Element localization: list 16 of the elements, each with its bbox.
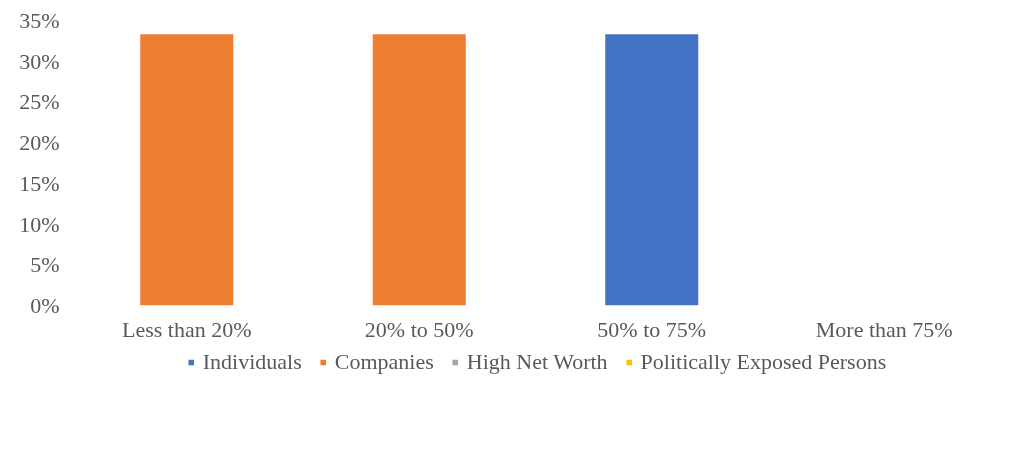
x-tick-label: 50% to 75%	[597, 316, 707, 342]
legend-label: Companies	[334, 349, 434, 375]
y-tick-label: 25%	[19, 89, 60, 115]
y-tick-label: 15%	[19, 170, 60, 196]
x-tick-label: More than 75%	[815, 316, 953, 342]
x-tick-label: Less than 20%	[121, 316, 252, 342]
legend-label: Individuals	[202, 349, 302, 375]
y-tick-label: 5%	[30, 252, 60, 278]
legend-label: High Net Worth	[466, 349, 608, 375]
y-tick-label: 20%	[19, 130, 60, 156]
legend-label: Politically Exposed Persons	[640, 349, 887, 375]
y-tick-label: 10%	[19, 211, 60, 237]
y-tick-label: 0%	[30, 293, 60, 318]
x-tick-label: 20% to 50%	[364, 316, 474, 342]
y-tick-label: 35%	[19, 8, 60, 33]
y-tick-label: 30%	[19, 48, 60, 74]
